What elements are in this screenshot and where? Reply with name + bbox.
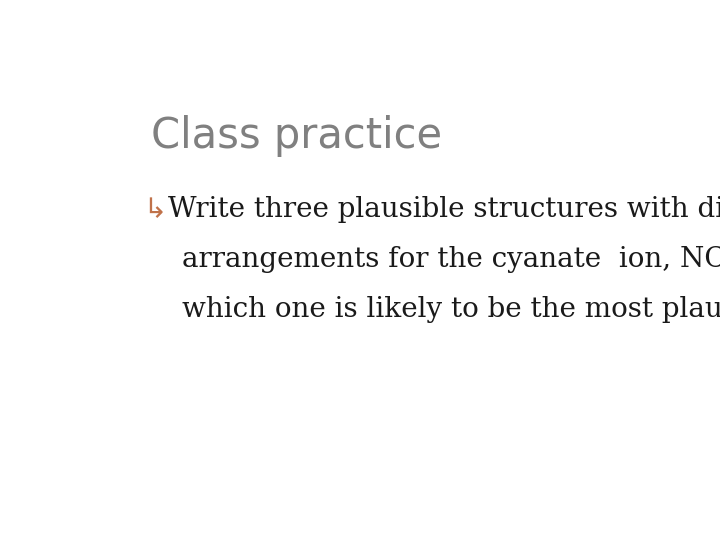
Text: ↳: ↳ bbox=[143, 196, 166, 224]
Text: Write three plausible structures with different atomic: Write three plausible structures with di… bbox=[168, 196, 720, 223]
Text: Class practice: Class practice bbox=[151, 114, 443, 157]
Text: which one is likely to be the most plausible structure.: which one is likely to be the most plaus… bbox=[182, 295, 720, 322]
Text: arrangements for the cyanate  ion, NCO: arrangements for the cyanate ion, NCO bbox=[182, 246, 720, 273]
